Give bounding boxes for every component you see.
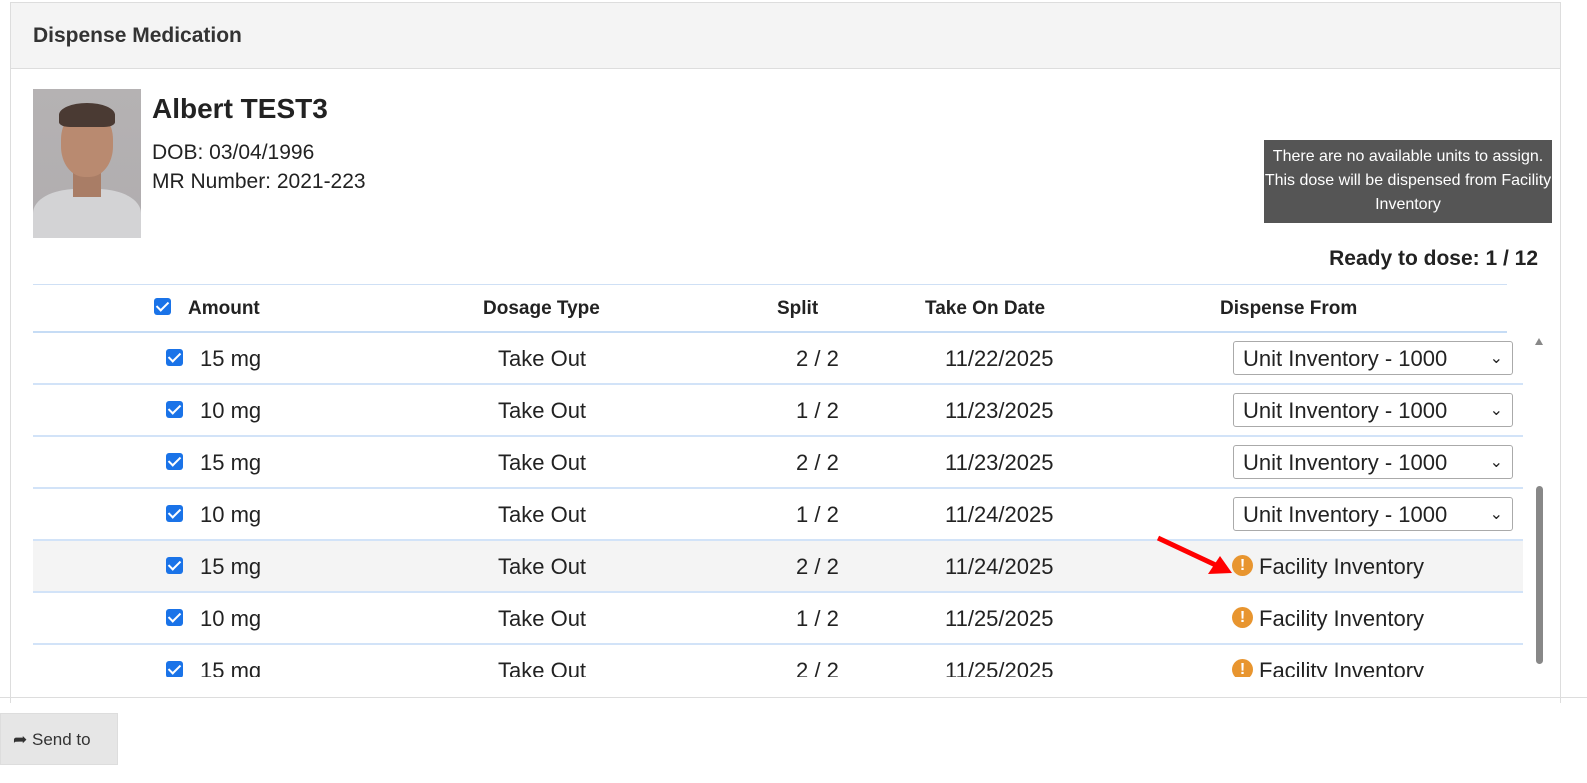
row-checkbox[interactable] (166, 505, 183, 522)
chevron-down-icon: ⌄ (1489, 454, 1503, 471)
row-checkbox[interactable] (166, 349, 183, 366)
send-to-button[interactable]: ➦ Send to (0, 713, 118, 765)
amount: 10 mg (200, 502, 262, 527)
col-amount: Amount (188, 298, 260, 319)
table-row: 10 mg Take Out 1 / 2 11/23/2025 Unit Inve… (33, 385, 1523, 437)
split: 2 / 2 (796, 346, 839, 371)
amount: 15 mg (200, 450, 262, 475)
scroll-up-icon[interactable] (1535, 338, 1543, 345)
amount: 15 mg (200, 554, 262, 579)
col-split: Split (777, 298, 819, 319)
ready-to-dose: Ready to dose: 1 / 12 (1329, 247, 1538, 270)
warning-icon[interactable]: ! (1232, 555, 1253, 576)
take-on-date: 11/25/2025 (945, 658, 1054, 677)
take-on-date: 11/23/2025 (945, 450, 1054, 475)
dispense-from-select[interactable]: Unit Inventory - 1000 ⌄ (1233, 393, 1513, 427)
take-on-date: 11/25/2025 (945, 606, 1054, 631)
table-header: Amount Dosage Type Split Take On Date Di… (33, 284, 1507, 333)
footer-divider (0, 697, 1587, 698)
col-take-on-date: Take On Date (925, 298, 1046, 319)
dosage-type: Take Out (498, 554, 587, 579)
split: 1 / 2 (796, 606, 839, 631)
dispense-from-text: Facility Inventory (1259, 606, 1425, 631)
panel-title: Dispense Medication (11, 3, 1560, 69)
dispense-from-value: Unit Inventory - 1000 (1243, 346, 1448, 371)
dispense-from-value: Unit Inventory - 1000 (1243, 450, 1448, 475)
table-row: 15 mg Take Out 2 / 2 11/25/2025! Facility… (33, 645, 1523, 677)
table-body: 15 mg Take Out 2 / 2 11/22/2025 Unit Inve… (33, 333, 1528, 677)
dispense-from-select[interactable]: Unit Inventory - 1000 ⌄ (1233, 445, 1513, 479)
chevron-down-icon: ⌄ (1489, 402, 1503, 419)
annotation-arrow-icon (1156, 535, 1232, 574)
select-all-checkbox[interactable] (154, 298, 171, 315)
patient-photo (33, 89, 141, 238)
dispense-from-text: Facility Inventory (1259, 554, 1425, 579)
amount: 10 mg (200, 398, 262, 423)
dispense-from-text: Facility Inventory (1259, 658, 1425, 677)
split: 2 / 2 (796, 658, 839, 677)
split: 2 / 2 (796, 554, 839, 579)
take-on-date: 11/24/2025 (945, 554, 1054, 579)
take-on-date: 11/22/2025 (945, 346, 1054, 371)
table-row: 10 mg Take Out 1 / 2 11/25/2025! Facility… (33, 593, 1523, 645)
table-row: 15 mg Take Out 2 / 2 11/23/2025 Unit Inve… (33, 437, 1523, 489)
dispense-from-value: Unit Inventory - 1000 (1243, 502, 1448, 527)
dispense-from-select[interactable]: Unit Inventory - 1000 ⌄ (1233, 341, 1513, 375)
patient-mr-number: MR Number: 2021-223 (152, 170, 366, 193)
row-checkbox[interactable] (166, 661, 183, 677)
row-checkbox[interactable] (166, 557, 183, 574)
split: 1 / 2 (796, 398, 839, 423)
table-row: 15 mg Take Out 2 / 2 11/22/2025 Unit Inve… (33, 333, 1523, 385)
dosage-type: Take Out (498, 346, 587, 371)
row-checkbox[interactable] (166, 401, 183, 418)
send-to-label: Send to (31, 730, 91, 749)
warning-icon[interactable]: ! (1232, 659, 1253, 677)
col-dispense-from: Dispense From (1220, 298, 1358, 319)
share-icon: ➦ (13, 730, 28, 749)
patient-name: Albert TEST3 (152, 93, 328, 124)
amount: 15 mg (200, 658, 262, 677)
dosage-type: Take Out (498, 450, 587, 475)
amount: 15 mg (200, 346, 262, 371)
col-dosage-type: Dosage Type (483, 298, 600, 319)
scrollbar[interactable] (1533, 336, 1545, 680)
take-on-date: 11/23/2025 (945, 398, 1054, 423)
split: 2 / 2 (796, 450, 839, 475)
row-checkbox[interactable] (166, 609, 183, 626)
dispense-medication-panel: Dispense Medication Albert TEST3 DOB: 03… (10, 2, 1561, 703)
tooltip: There are no available units to assign. … (1264, 140, 1552, 223)
dosage-type: Take Out (498, 658, 587, 677)
dispense-from-select[interactable]: Unit Inventory - 1000 ⌄ (1233, 497, 1513, 531)
chevron-down-icon: ⌄ (1489, 506, 1503, 523)
patient-dob: DOB: 03/04/1996 (152, 141, 315, 164)
dosage-type: Take Out (498, 606, 587, 631)
dosage-type: Take Out (498, 398, 587, 423)
dosage-type: Take Out (498, 502, 587, 527)
chevron-down-icon: ⌄ (1489, 350, 1503, 367)
table-row: 15 mg Take Out 2 / 2 11/24/2025! Facility… (33, 541, 1523, 593)
take-on-date: 11/24/2025 (945, 502, 1054, 527)
dispense-from-value: Unit Inventory - 1000 (1243, 398, 1448, 423)
amount: 10 mg (200, 606, 262, 631)
warning-icon[interactable]: ! (1232, 607, 1253, 628)
row-checkbox[interactable] (166, 453, 183, 470)
scrollbar-thumb[interactable] (1536, 486, 1543, 664)
split: 1 / 2 (796, 502, 839, 527)
table-row: 10 mg Take Out 1 / 2 11/24/2025 Unit Inve… (33, 489, 1523, 541)
